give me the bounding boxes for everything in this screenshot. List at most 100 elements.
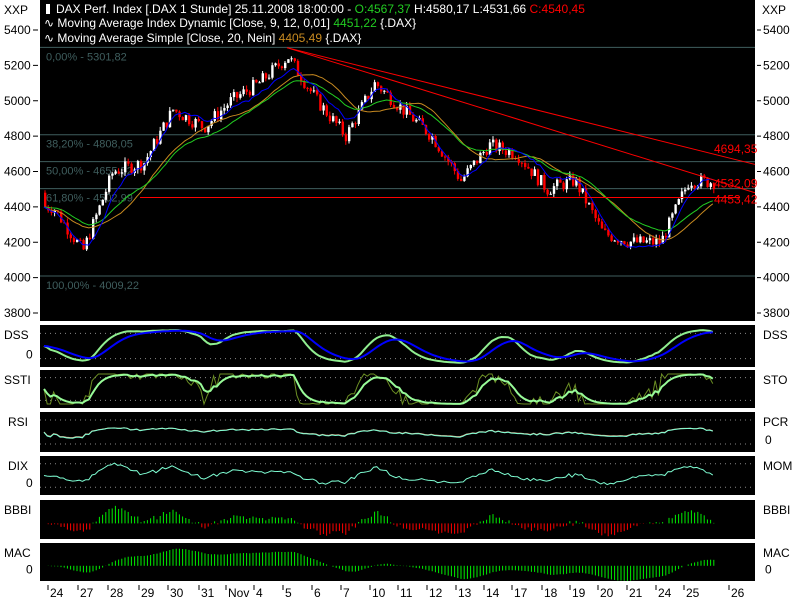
candle-icon (46, 4, 50, 14)
ma-simple-value: 4405,49 (279, 31, 323, 45)
candle-down (456, 171, 460, 179)
x-tick-label: 24 (50, 586, 64, 600)
candle-down (476, 160, 479, 164)
candle-down (44, 192, 47, 208)
wave-icon: ∿ (44, 31, 54, 45)
dss-line (43, 329, 714, 364)
candle-up (632, 237, 636, 242)
candle-up (184, 115, 188, 121)
candle-down (306, 87, 309, 89)
candle-down (396, 107, 399, 110)
candle-down (50, 210, 53, 213)
x-tick-label: 21 (629, 586, 643, 600)
y-tick-label-right: 4600 (763, 165, 790, 179)
candle-up (223, 108, 226, 111)
ma-simple-suffix: {.DAX} (325, 31, 361, 45)
x-tick-label: 7 (343, 586, 350, 600)
pcr-line (43, 427, 713, 439)
candle-up (357, 109, 360, 124)
candle-down (316, 90, 319, 95)
dix-line (43, 462, 714, 486)
x-tick-label: 13 (458, 586, 472, 600)
candle-down (60, 211, 63, 223)
candle-down (341, 121, 344, 135)
candle-up (226, 105, 229, 109)
candle-down (197, 118, 200, 122)
panel-label-right: PCR (763, 415, 789, 429)
candle-down (536, 169, 540, 186)
y-tick-label-left: 4600 (4, 165, 31, 179)
candle-up (53, 210, 56, 213)
candle-up (213, 111, 216, 121)
candle-up (143, 163, 146, 171)
x-tick-label: 17 (514, 586, 528, 600)
candle-down (594, 210, 597, 219)
candle-up (111, 173, 114, 176)
x-tick-label: 12 (429, 586, 443, 600)
candle-down (178, 111, 181, 118)
trend-label: 4453,42 (714, 193, 758, 207)
candle-up (674, 204, 677, 214)
y-tick-label-right: 3800 (763, 306, 790, 320)
candle-down (296, 60, 300, 76)
candle-down (200, 121, 204, 129)
candle-down (658, 238, 661, 244)
candle-down (386, 90, 389, 93)
candle-up (629, 241, 632, 247)
candle-down (293, 58, 296, 61)
candle-down (623, 241, 626, 245)
candle-down (600, 221, 604, 229)
panel-label-right: DSS (763, 328, 788, 342)
y-tick-label-right: 4000 (763, 271, 790, 285)
candle-down (616, 240, 620, 243)
candle-down (501, 142, 504, 151)
legend-high: H:4580,17 (414, 2, 470, 16)
y-tick-label-right: 4800 (763, 129, 790, 143)
y-tick-label-left: 4400 (4, 200, 31, 214)
trend-label: 4694,35 (714, 142, 758, 156)
y-tick-label-left: 4000 (4, 271, 31, 285)
panel-label-left: BBBI (4, 503, 31, 517)
candle-up (271, 65, 274, 78)
ma-dynamic-suffix: {.DAX} (380, 16, 416, 30)
candle-up (552, 186, 556, 194)
candle-up (284, 62, 287, 69)
dss-signal-line (43, 329, 713, 363)
candle-down (88, 237, 92, 240)
y-tick-label-left: 4200 (4, 235, 31, 249)
candle-down (328, 115, 332, 122)
candle-down (693, 185, 696, 188)
candle-down (424, 124, 428, 135)
y-tick-label-right: 4400 (763, 200, 790, 214)
candle-down (72, 238, 76, 242)
candle-down (546, 189, 549, 195)
trend-line-lower (286, 47, 756, 194)
candle-up (124, 161, 127, 173)
x-tick-label: 29 (141, 586, 155, 600)
candle-up (482, 152, 485, 154)
candle-up (95, 214, 98, 220)
candle-up (620, 241, 623, 243)
candle-down (495, 139, 498, 152)
candle-down (530, 168, 533, 176)
candle-down (604, 228, 607, 230)
trend-line-upper (286, 47, 756, 165)
indicator-panel (40, 500, 755, 539)
candle-down (610, 235, 613, 241)
candle-down (597, 218, 600, 222)
legend-open: O:4567,37 (355, 2, 411, 16)
candle-up (239, 94, 242, 98)
candle-down (402, 104, 405, 115)
candle-up (98, 205, 101, 215)
panel-label-left: DSS (4, 328, 29, 342)
candle-up (668, 217, 671, 238)
candle-down (245, 89, 248, 92)
candle-up (338, 121, 341, 123)
x-tick-label: 26 (731, 586, 745, 600)
candle-up (556, 179, 559, 187)
wave-icon: ∿ (44, 16, 54, 30)
candle-up (488, 142, 492, 155)
candle-down (181, 117, 184, 121)
